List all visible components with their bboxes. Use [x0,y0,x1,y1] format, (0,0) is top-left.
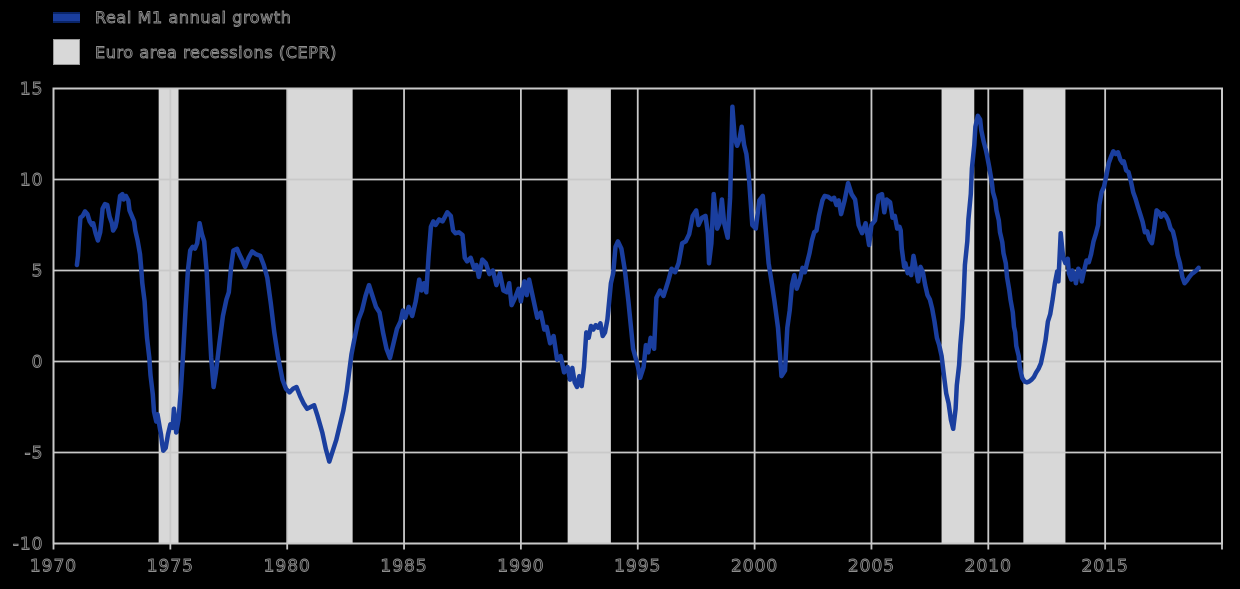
recession-band [287,88,353,544]
y-axis-tick-label: 5 [32,262,44,282]
x-axis-tick-label: 1970 [30,557,77,577]
x-axis-tick-label: 1975 [147,557,194,577]
legend-label-recessions: Euro area recessions (CEPR) [95,42,338,62]
x-axis-tick-label: 2010 [965,557,1012,577]
x-axis-tick-label: 1995 [614,557,661,577]
legend-item-m1-growth: Real M1 annual growth [53,4,337,30]
y-axis-tick-label: 10 [20,171,44,191]
x-axis-tick-label: 2015 [1082,557,1129,577]
recession-band [941,88,975,544]
legend-label-m1-growth: Real M1 annual growth [95,7,292,27]
legend-line-swatch [53,11,80,23]
legend: Real M1 annual growth Euro area recessio… [53,4,337,74]
x-axis-tick-label: 1990 [497,557,544,577]
recession-band [158,88,179,544]
legend-band-swatch [53,39,80,65]
x-axis-tick-label: 1980 [264,557,311,577]
y-axis-tick-label: -5 [25,444,44,464]
plot-border [52,87,1223,545]
legend-item-recessions: Euro area recessions (CEPR) [53,39,337,65]
x-axis-tick-label: 1985 [380,557,427,577]
y-axis-tick-label: 0 [32,353,44,373]
y-axis-tick-label: 15 [20,80,44,100]
recession-band [1023,88,1066,544]
m1-growth-line [74,104,1201,464]
x-axis-tick-label: 2005 [848,557,895,577]
recession-band [567,88,611,544]
x-axis-tick-label: 2000 [731,557,778,577]
y-axis-tick-label: -10 [13,535,44,555]
